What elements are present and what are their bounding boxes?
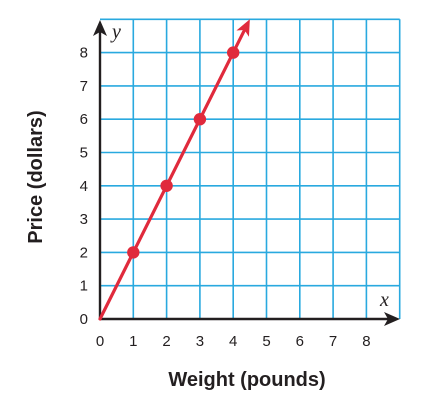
x-tick-label: 7 bbox=[329, 333, 337, 350]
series-arrowhead bbox=[236, 19, 250, 37]
y-tick-label: 7 bbox=[80, 78, 88, 95]
x-axis-title: Weight (pounds) bbox=[168, 369, 325, 391]
x-tick-label: 8 bbox=[362, 333, 370, 350]
data-point bbox=[160, 179, 173, 192]
y-tick-label: 5 bbox=[80, 145, 88, 162]
series bbox=[98, 19, 250, 321]
y-axis-title: Price (dollars) bbox=[25, 110, 47, 243]
tick-labels: 0 1 2 3 4 5 6 7 8 0 1 2 3 4 5 6 7 8 bbox=[80, 45, 371, 350]
y-axis-arrowhead bbox=[93, 20, 107, 36]
data-point bbox=[193, 113, 207, 126]
grid bbox=[100, 18, 401, 319]
x-tick-label: 1 bbox=[129, 333, 137, 350]
x-tick-label: 2 bbox=[162, 333, 170, 350]
y-tick-label: 6 bbox=[80, 111, 88, 128]
data-point bbox=[227, 46, 240, 59]
x-tick-label: 4 bbox=[229, 333, 237, 350]
y-tick-label: 3 bbox=[80, 211, 88, 228]
y-tick-label: 2 bbox=[80, 244, 88, 261]
x-tick-label: 5 bbox=[262, 333, 270, 350]
y-tick-label: 1 bbox=[80, 278, 88, 295]
y-tick-label: 8 bbox=[80, 45, 88, 62]
x-axis-arrowhead bbox=[384, 312, 400, 326]
data-point bbox=[127, 246, 140, 259]
x-tick-label: 0 bbox=[96, 333, 104, 350]
y-tick-label: 0 bbox=[80, 311, 88, 328]
y-axis-letter: y bbox=[110, 21, 121, 43]
x-tick-label: 3 bbox=[196, 333, 204, 350]
axes bbox=[93, 20, 400, 326]
x-axis-letter: x bbox=[379, 289, 389, 311]
y-tick-label: 4 bbox=[80, 178, 88, 195]
x-tick-label: 6 bbox=[296, 333, 304, 350]
series-line bbox=[98, 29, 246, 321]
